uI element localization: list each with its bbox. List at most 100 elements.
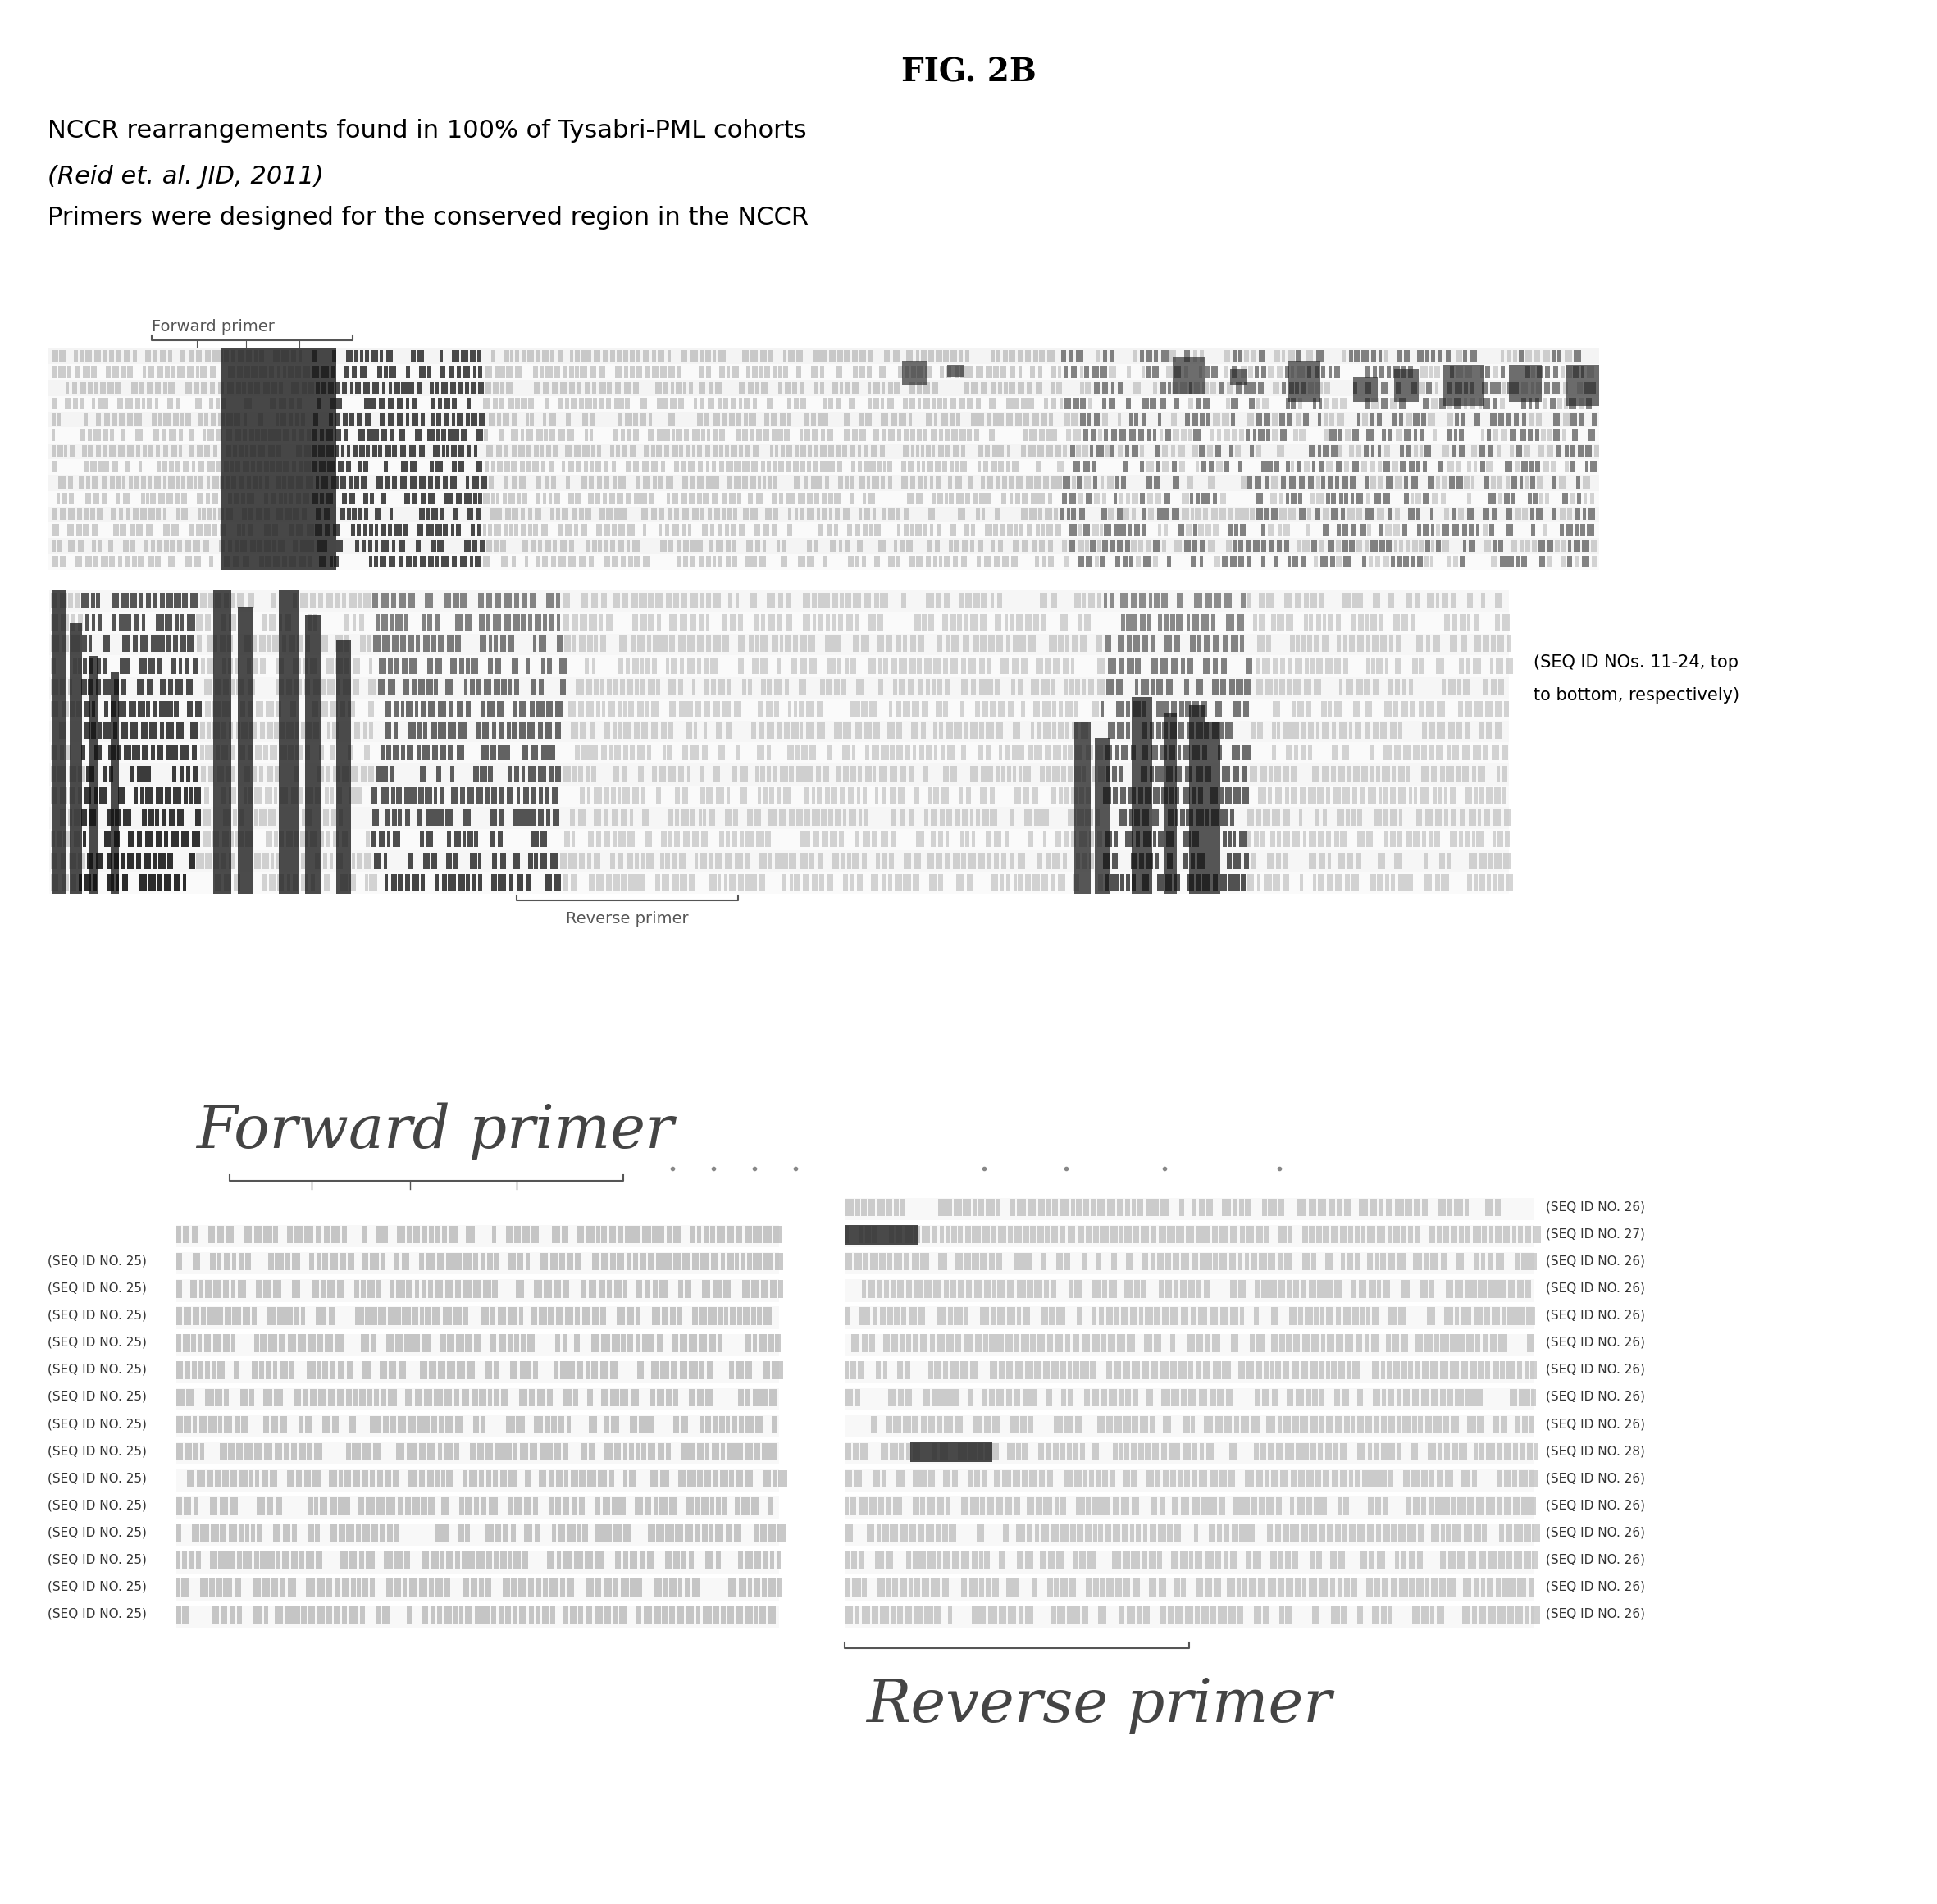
Bar <box>1251 853 1257 868</box>
Bar <box>81 398 85 409</box>
Bar <box>980 476 984 489</box>
Bar <box>1431 1525 1439 1542</box>
Bar <box>1499 1361 1505 1378</box>
Bar <box>112 461 118 472</box>
Bar <box>1131 744 1137 760</box>
Bar <box>1042 724 1050 739</box>
Bar <box>1151 657 1158 674</box>
Bar <box>1474 1578 1478 1596</box>
Bar <box>323 853 327 868</box>
Bar <box>1176 765 1182 783</box>
Bar <box>325 1605 331 1624</box>
Bar <box>1034 809 1040 826</box>
Bar <box>1009 1198 1015 1217</box>
Bar <box>1457 1335 1464 1352</box>
Bar <box>769 1443 777 1460</box>
Bar <box>1131 508 1135 520</box>
Bar <box>248 592 254 609</box>
Bar <box>254 350 258 362</box>
Bar <box>1160 1361 1168 1378</box>
Bar <box>1313 556 1317 567</box>
Bar <box>1304 615 1307 630</box>
Bar <box>498 1605 504 1624</box>
Bar <box>1323 508 1329 520</box>
Bar <box>1230 1308 1238 1325</box>
Bar <box>688 636 695 653</box>
Bar <box>91 508 95 520</box>
Bar <box>682 744 688 760</box>
Bar <box>358 428 364 442</box>
Bar <box>1153 556 1158 567</box>
Bar <box>254 1470 260 1487</box>
Bar <box>287 680 292 695</box>
Bar <box>612 461 616 472</box>
Bar <box>529 524 533 535</box>
Bar <box>1387 1226 1393 1243</box>
Bar <box>678 1578 682 1596</box>
Bar <box>1077 1525 1083 1542</box>
Bar <box>418 680 426 695</box>
Bar <box>1307 724 1313 739</box>
Bar <box>1114 1443 1118 1460</box>
Bar <box>970 615 976 630</box>
Bar <box>506 1605 511 1624</box>
Bar <box>748 1253 752 1270</box>
Bar <box>1001 556 1009 567</box>
Bar <box>1569 398 1577 409</box>
Bar <box>1154 476 1160 489</box>
Bar <box>939 1226 943 1243</box>
Bar <box>980 615 986 630</box>
Bar <box>701 1497 709 1516</box>
Bar <box>1069 524 1077 535</box>
Bar <box>1226 615 1234 630</box>
Bar <box>112 413 116 425</box>
Bar <box>316 1308 320 1325</box>
Bar <box>589 1417 597 1434</box>
Bar <box>889 788 895 803</box>
Bar <box>395 1578 401 1596</box>
Bar <box>715 381 723 394</box>
Bar <box>1447 381 1453 394</box>
Bar <box>804 809 810 826</box>
Bar <box>434 657 442 674</box>
Bar <box>641 809 649 826</box>
Bar <box>1437 461 1443 472</box>
Bar <box>920 1253 930 1270</box>
Bar <box>1505 461 1513 472</box>
Bar <box>1459 508 1464 520</box>
Bar <box>50 680 58 695</box>
Bar <box>354 724 360 739</box>
Bar <box>936 476 941 489</box>
Bar <box>1040 592 1048 609</box>
Bar <box>879 446 885 457</box>
Bar <box>781 636 783 653</box>
Bar <box>932 830 936 847</box>
Bar <box>1185 1605 1193 1624</box>
Bar <box>664 524 670 535</box>
Bar <box>186 615 196 630</box>
Bar <box>812 476 817 489</box>
Bar <box>806 461 812 472</box>
Bar <box>612 1605 618 1624</box>
Bar <box>742 476 748 489</box>
Bar <box>1451 615 1457 630</box>
Bar <box>1147 1470 1154 1487</box>
Bar <box>236 1443 242 1460</box>
Bar <box>1191 1497 1199 1516</box>
Bar <box>1193 428 1201 442</box>
Bar <box>943 701 949 718</box>
Bar <box>699 381 705 394</box>
Bar <box>1579 446 1584 457</box>
Bar <box>478 381 484 394</box>
Bar <box>1245 1198 1251 1217</box>
Bar <box>223 1417 232 1434</box>
Bar <box>711 1226 715 1243</box>
Bar <box>1565 446 1569 457</box>
Bar <box>327 724 331 739</box>
Bar <box>1234 701 1240 718</box>
Bar <box>261 1578 269 1596</box>
Bar <box>998 1388 1003 1407</box>
Bar <box>1410 493 1414 505</box>
Bar <box>343 1605 347 1624</box>
Bar <box>784 493 790 505</box>
